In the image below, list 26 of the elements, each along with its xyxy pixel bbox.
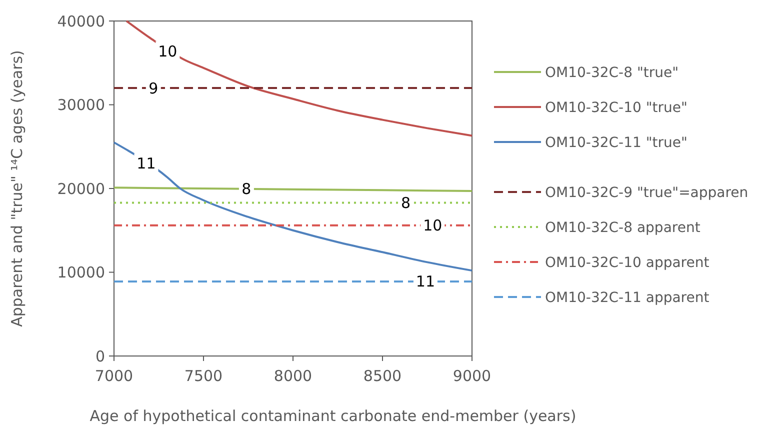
x-tick-label: 7500 (184, 367, 223, 385)
y-tick-label: 40000 (57, 12, 105, 30)
annotation: 11 (136, 154, 156, 173)
legend-label: OM10-32C-8 "true" (545, 64, 679, 81)
x-axis-title: Age of hypothetical contaminant carbonate end-member (years) (90, 407, 576, 425)
y-tick-label: 20000 (57, 180, 105, 198)
annotation: 10 (158, 42, 178, 60)
legend-label: OM10-32C-10 apparent (545, 254, 710, 271)
x-tick-label: 7000 (94, 367, 134, 385)
y-tick-label: 30000 (57, 96, 105, 114)
annotation: 9 (148, 79, 158, 98)
legend-label: OM10-32C-9 "true"=apparen (545, 184, 748, 201)
x-tick-label: 9000 (452, 367, 492, 385)
y-tick-label: 10000 (57, 264, 105, 282)
annotation: 8 (242, 180, 252, 198)
annotation: 10 (423, 216, 442, 235)
legend-label: OM10-32C-11 apparent (545, 290, 710, 306)
legend-label: OM10-32C-8 apparent (545, 220, 701, 236)
x-tick-label: 8500 (363, 367, 402, 385)
y-axis-title: Apparent and "true" ¹⁴C ages (years) (8, 50, 26, 327)
y-tick-label: 0 (95, 347, 105, 366)
legend-label: OM10-32C-11 "true" (545, 134, 688, 151)
annotation: 11 (416, 272, 436, 291)
legend-label: OM10-32C-10 "true" (545, 100, 688, 116)
annotation: 8 (400, 194, 411, 212)
x-tick-label: 8000 (274, 367, 312, 385)
